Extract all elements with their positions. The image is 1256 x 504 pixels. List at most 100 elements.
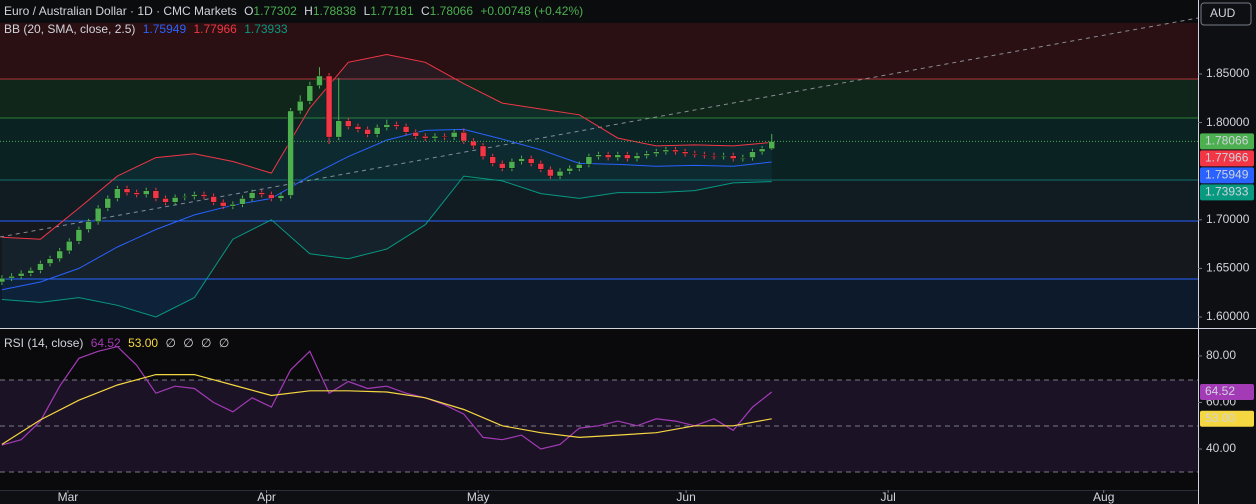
candle-body — [56, 250, 63, 259]
y-tick-label: 80.00 — [1206, 348, 1236, 362]
candle-body — [133, 192, 140, 195]
candle-body — [624, 154, 631, 159]
candle-body — [248, 192, 256, 199]
x-tick-label: Jul — [880, 490, 895, 504]
candle-body — [191, 194, 198, 197]
teal-zone — [0, 118, 1198, 180]
price-label-box — [1200, 150, 1254, 167]
candle-body — [441, 135, 448, 138]
y-tick-label: 1.80000 — [1206, 115, 1250, 129]
candle-body — [325, 75, 333, 138]
indicator-line — [1, 53, 772, 240]
symbol-title: Euro / Australian Dollar · 1D · CMC Mark… — [4, 4, 237, 18]
candle-body — [37, 263, 44, 271]
candle-body — [316, 75, 323, 86]
price-label: 1.73933 — [1205, 185, 1249, 199]
rsi-legend[interactable]: RSI (14, close) 64.52 53.00 ∅ ∅ ∅ ∅ — [4, 336, 233, 350]
candle-body — [614, 154, 622, 158]
currency-label: AUD — [1210, 6, 1236, 20]
candle-body — [200, 194, 208, 197]
price-legend: Euro / Australian Dollar · 1D · CMC Mark… — [4, 4, 587, 18]
x-tick-label: Aug — [1093, 490, 1114, 504]
bb-value: 1.75949 — [142, 22, 187, 36]
candle-body — [402, 126, 410, 133]
price-label-box — [1200, 167, 1254, 184]
candle-body — [46, 258, 54, 264]
x-tick-label: Jun — [676, 490, 695, 504]
candle-body — [566, 168, 573, 172]
candle-body — [450, 132, 458, 138]
ohlc-value: 1.78066 — [429, 4, 474, 18]
ohlc-value: 1.77302 — [253, 4, 297, 18]
candle-body — [104, 198, 112, 209]
grey-zone — [0, 221, 1198, 279]
candle-body — [653, 151, 660, 154]
price-label: 64.52 — [1205, 384, 1235, 398]
candle-body — [633, 155, 641, 159]
candle-body — [229, 203, 237, 207]
indicator-line — [1, 345, 773, 450]
rsi-title: RSI (14, close) — [4, 336, 84, 350]
indicator-line — [1, 374, 772, 445]
y-tick-label: 1.60000 — [1206, 309, 1250, 323]
price-label-box — [1200, 133, 1254, 150]
candle-body — [94, 207, 102, 222]
candle-body — [499, 163, 506, 169]
ohlc-key: C — [420, 4, 430, 18]
candle-body — [75, 229, 83, 242]
candle-body — [373, 127, 381, 135]
price-label: 1.78066 — [1205, 134, 1249, 148]
price-label: 1.75949 — [1205, 168, 1249, 182]
candle-body — [143, 190, 150, 195]
candle-body — [239, 198, 246, 205]
candle-body — [296, 100, 304, 112]
price-label-box — [1200, 410, 1254, 427]
candle-body — [85, 221, 92, 230]
y-tick-label: 1.65000 — [1206, 261, 1250, 275]
indicator-line — [1, 175, 772, 318]
candle-body — [277, 195, 285, 199]
candle-body — [114, 188, 121, 199]
rsi-ma-value: 53.00 — [128, 336, 159, 350]
ohlc-key: H — [304, 4, 313, 18]
bb-title: BB (20, SMA, close, 2.5) — [4, 22, 136, 36]
candle-body — [643, 153, 650, 156]
candle-body — [152, 190, 160, 199]
candle-body — [354, 126, 362, 130]
y-tick-label: 40.00 — [1206, 441, 1236, 455]
candle-body — [720, 155, 727, 157]
candle-body — [422, 135, 429, 139]
candle-body — [181, 196, 189, 198]
candle-body — [268, 194, 275, 199]
candle-body — [345, 120, 352, 127]
bb-value: 1.77966 — [193, 22, 237, 36]
candle-body — [364, 129, 371, 135]
rsi-value: 64.52 — [90, 336, 121, 350]
x-tick-label: Mar — [58, 490, 79, 504]
x-tick-label: Apr — [257, 490, 276, 504]
candle-body — [287, 110, 294, 196]
candle-body — [8, 275, 15, 279]
candle-body — [335, 120, 342, 138]
candle-body — [595, 154, 602, 157]
candle-body — [547, 168, 554, 177]
ohlc-value: 1.78838 — [312, 4, 357, 18]
candle-body — [701, 154, 708, 156]
candle-body — [171, 197, 179, 203]
red-zone — [0, 23, 1198, 79]
ohlc-key: O — [244, 4, 254, 18]
trend-line — [0, 17, 1199, 238]
candle-body — [691, 153, 698, 155]
candle-body — [527, 158, 535, 164]
y-tick-label: 1.70000 — [1206, 212, 1250, 226]
na-value: ∅ — [201, 336, 212, 350]
bb-legend[interactable]: BB (20, SMA, close, 2.5) 1.75949 1.77966… — [4, 22, 292, 36]
candle-body — [306, 85, 314, 102]
candle-body — [479, 145, 487, 157]
candle-body — [576, 164, 583, 169]
currency-box[interactable] — [1200, 2, 1252, 26]
candle-body — [739, 157, 747, 159]
candle-body — [0, 277, 6, 283]
